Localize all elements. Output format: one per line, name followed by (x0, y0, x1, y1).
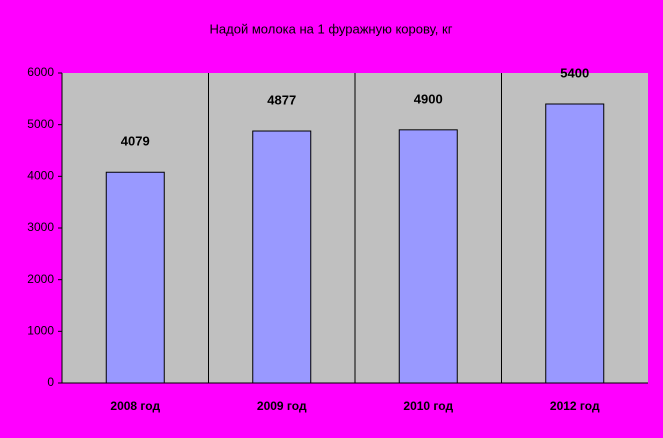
y-tick-label: 2000 (27, 272, 54, 286)
x-tick-label: 2008 год (110, 399, 160, 413)
x-tick-label: 2009 год (257, 399, 307, 413)
bar (398, 129, 458, 384)
bar (252, 130, 312, 384)
y-tick-label: 1000 (27, 324, 54, 338)
x-tick-label: 2010 год (403, 399, 453, 413)
data-label: 4079 (121, 134, 150, 149)
chart-title: Надой молока на 1 фуражную корову, кг (210, 21, 453, 36)
y-tick-label: 5000 (27, 117, 54, 131)
data-label: 4900 (414, 91, 443, 106)
data-label: 5400 (560, 65, 589, 80)
y-tick-label: 3000 (27, 220, 54, 234)
x-tick-label: 2012 год (550, 399, 600, 413)
data-label: 4877 (267, 92, 296, 107)
y-tick-label: 6000 (27, 65, 54, 79)
y-tick-label: 0 (47, 375, 54, 389)
bar (105, 171, 165, 384)
bar (545, 103, 605, 384)
y-tick-label: 4000 (27, 169, 54, 183)
